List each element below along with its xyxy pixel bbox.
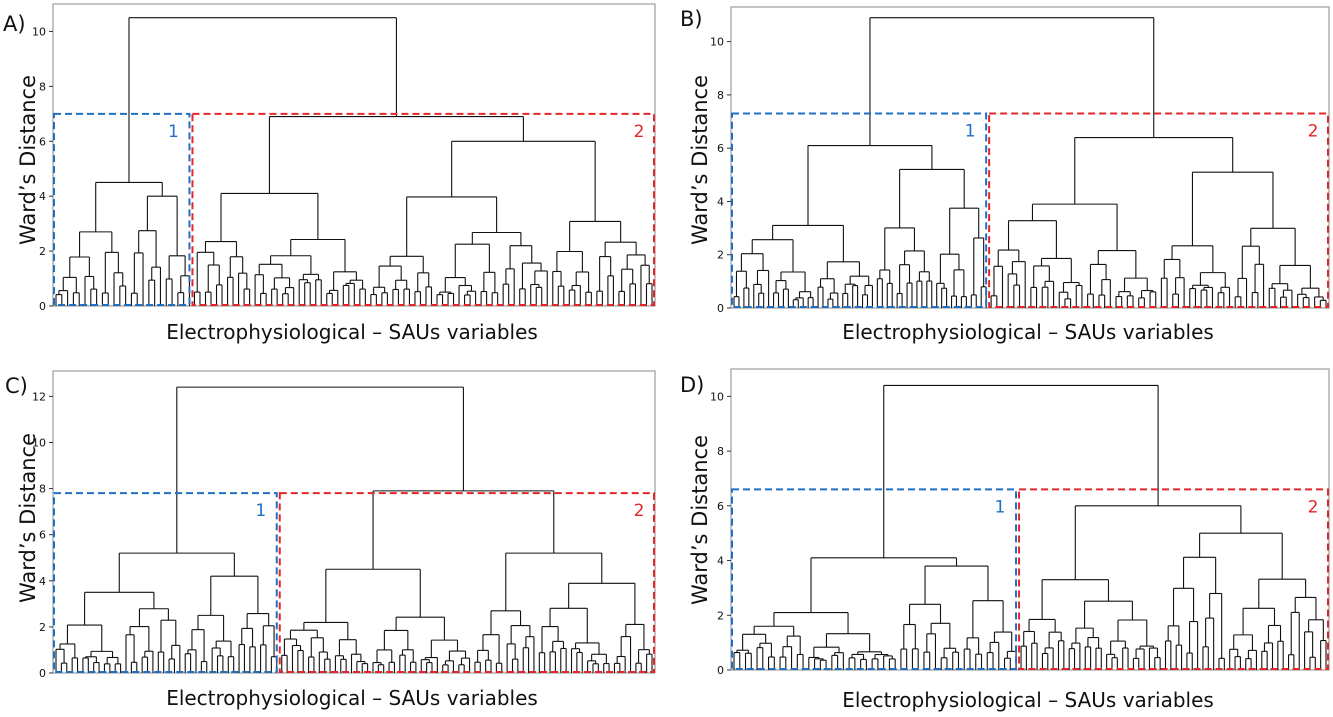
y-tick-label: 0 [39,667,46,680]
cluster-2-box [191,112,656,307]
y-tick-label: 8 [717,445,724,458]
y-tick-label: 4 [39,190,46,203]
cluster-1-box [53,492,278,673]
y-tick-label: 6 [717,500,724,513]
cluster-2-label: 2 [1308,122,1319,142]
cluster-1-label: 1 [255,501,266,521]
y-axis-label: Ward’s Distance [688,75,712,245]
cluster-2-label: 2 [634,122,645,142]
y-tick-label: 12 [32,390,46,403]
dendrogram-tree [733,384,1327,670]
y-tick-label: 10 [710,390,724,403]
y-tick-label: 8 [39,483,46,496]
panel-letter: C) [5,374,28,398]
cluster-2-box [1018,488,1329,670]
dendrogram-tree [55,17,653,306]
dendrogram-tree [55,386,653,673]
x-axis-label: Electrophysiological – SAUs variables [166,686,538,710]
panel-letter: A) [3,12,26,36]
plot-frame [730,6,1330,309]
y-tick-label: 4 [717,555,724,568]
panel-2: 0 2 4 6 8 10 B) Ward’s Distance Electrophysiolog… [680,6,1330,344]
cluster-2-box [278,492,655,673]
cluster-2-box [988,112,1329,308]
y-tick-label: 2 [717,609,724,622]
y-tick-label: 10 [32,25,46,38]
cluster-1-label: 1 [995,497,1006,517]
cluster-2-label: 2 [1308,497,1319,517]
y-tick-label: 0 [717,664,724,677]
y-tick-label: 0 [717,302,724,315]
y-tick-label: 2 [717,249,724,262]
dendrogram-tree [733,17,1327,308]
panel-letter: B) [680,7,703,31]
x-axis-label: Electrophysiological – SAUs variables [842,320,1214,344]
y-axis-label: Ward’s Distance [16,75,40,245]
y-axis-label: Ward’s Distance [688,435,712,605]
y-tick-label: 6 [39,135,46,148]
panel-4: 0 2 4 6 8 10 D) Ward’s Distance Electrophysiolog… [680,368,1330,712]
panel-1: 0 2 4 6 8 10 A) Ward’s Distance Electrophysiolog… [3,3,656,344]
y-tick-label: 10 [32,436,46,449]
y-tick-label: 6 [39,529,46,542]
plot-frame [52,370,656,674]
y-tick-label: 4 [717,195,724,208]
y-tick-label: 10 [710,36,724,49]
plot-frame [730,368,1330,671]
y-tick-label: 6 [717,142,724,155]
cluster-2-label: 2 [634,501,645,521]
cluster-1-label: 1 [965,122,976,142]
cluster-1-label: 1 [168,122,179,142]
cluster-1-box [53,112,191,307]
x-axis-label: Electrophysiological – SAUs variables [166,320,538,344]
y-tick-label: 4 [39,575,46,588]
y-axis-label: Ward’s Distance [16,433,40,603]
y-tick-label: 2 [39,245,46,258]
cluster-1-box [731,112,988,308]
y-tick-label: 2 [39,621,46,634]
cluster-1-box [731,488,1018,670]
panel-letter: D) [680,373,704,397]
x-axis-label: Electrophysiological – SAUs variables [842,688,1214,712]
y-tick-label: 8 [39,80,46,93]
y-tick-label: 8 [717,89,724,102]
y-tick-label: 0 [39,300,46,313]
